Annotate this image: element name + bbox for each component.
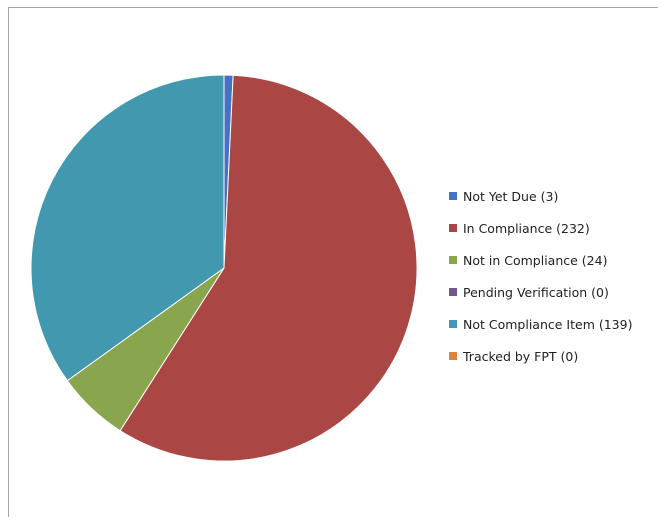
legend-item-not-yet-due: Not Yet Due (3) (449, 180, 632, 212)
pie-slice-in-compliance (119, 74, 418, 462)
pie-slice-not-compliance-item (30, 74, 225, 382)
legend-label: Pending Verification (0) (463, 284, 609, 300)
legend-item-not-in-compliance: Not in Compliance (24) (449, 244, 632, 276)
legend-swatch (449, 224, 457, 232)
legend-item-not-compliance-item: Not Compliance Item (139) (449, 308, 632, 340)
legend-label: Not Compliance Item (139) (463, 316, 633, 332)
legend-swatch (449, 320, 457, 328)
legend-item-in-compliance: In Compliance (232) (449, 212, 632, 244)
legend-label: Not Yet Due (3) (463, 188, 559, 204)
legend-label: Tracked by FPT (0) (463, 348, 579, 364)
legend-item-tracked-by-fpt: Tracked by FPT (0) (449, 340, 632, 372)
legend-label: Not in Compliance (24) (463, 252, 608, 268)
pie-slices (30, 74, 418, 462)
legend: Not Yet Due (3) In Compliance (232) Not … (449, 180, 632, 372)
legend-swatch (449, 256, 457, 264)
legend-item-pending-verification: Pending Verification (0) (449, 276, 632, 308)
legend-swatch (449, 288, 457, 296)
legend-swatch (449, 352, 457, 360)
legend-label: In Compliance (232) (463, 220, 590, 236)
legend-swatch (449, 192, 457, 200)
